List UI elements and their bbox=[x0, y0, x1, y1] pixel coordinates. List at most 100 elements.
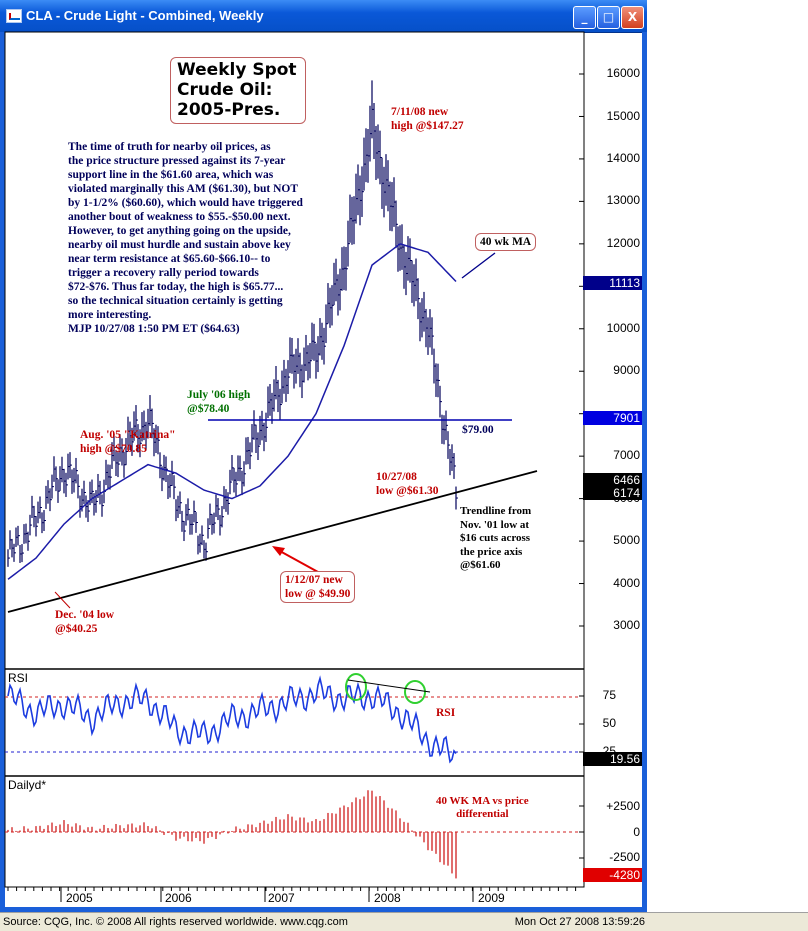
ma-arrow bbox=[461, 252, 496, 279]
price-axis-label: 3000 bbox=[613, 618, 640, 632]
window-frame-right bbox=[642, 32, 647, 912]
trendline-line: the price axis bbox=[460, 545, 523, 558]
low04-annotation: Dec. '04 low @$40.25 bbox=[55, 608, 114, 636]
differential-panel-title: Dailyd* bbox=[8, 778, 47, 792]
price-axis-label: 5000 bbox=[613, 533, 640, 547]
low07-arrow bbox=[277, 549, 319, 573]
recent-low-annotation: 10/27/08 low @$61.30 bbox=[376, 470, 438, 498]
peak-annotation: 7/11/08 new high @$147.27 bbox=[391, 105, 464, 133]
commentary-line: nearby oil must hurdle and sustain above… bbox=[68, 239, 291, 251]
commentary-line: support line in the $61.60 area, which w… bbox=[68, 169, 274, 181]
price-chart[interactable] bbox=[0, 0, 808, 912]
x-axis-label: 2009 bbox=[478, 891, 505, 905]
commentary-text: The time of truth for nearby oil prices,… bbox=[68, 140, 388, 336]
katrina-annotation: Aug. '05 "Katrina" high @$70.85 bbox=[80, 428, 176, 456]
rsi-divergence-circle bbox=[404, 680, 426, 704]
close-button[interactable]: X bbox=[621, 6, 644, 29]
low07-line: low @ $49.90 bbox=[285, 588, 351, 600]
low07-callout: 1/12/07 new low @ $49.90 bbox=[280, 571, 356, 603]
price-axis-label: 15000 bbox=[606, 109, 640, 123]
commentary-line: The time of truth for nearby oil prices,… bbox=[68, 141, 271, 153]
diff-axis-label: +2500 bbox=[606, 799, 640, 813]
commentary-line: trigger a recovery rally period towards bbox=[68, 267, 259, 279]
title-bar: CLA - Crude Light - Combined, Weekly _ □… bbox=[0, 0, 647, 33]
chart-title-line-2: Crude Oil: bbox=[177, 80, 273, 100]
trendline-line: Nov. '01 low at bbox=[460, 518, 530, 531]
resistance-value-flag: 7901 bbox=[583, 411, 642, 425]
rsi-axis-label: 50 bbox=[602, 716, 616, 730]
commentary-line: violated marginally this AM ($61.30), bu… bbox=[68, 183, 299, 195]
chart-title-line-3: 2005-Pres. bbox=[177, 100, 281, 120]
low04-line: @$40.25 bbox=[55, 623, 98, 635]
commentary-line: However, to get anything going on the up… bbox=[68, 225, 291, 237]
chart-title-line-1: Weekly Spot bbox=[177, 60, 297, 80]
july06-line: @$78.40 bbox=[187, 403, 230, 415]
ma-callout: 40 wk MA bbox=[475, 233, 537, 251]
recent-low-line: 10/27/08 bbox=[376, 471, 417, 483]
trendline-line: Trendline from bbox=[460, 505, 532, 517]
diff-label-line: differential bbox=[456, 808, 509, 820]
close-value-flag: 6466 bbox=[583, 473, 642, 487]
peak-annotation-line: high @$147.27 bbox=[391, 120, 464, 132]
rsi-line bbox=[7, 675, 457, 764]
window-frame-bottom bbox=[0, 907, 647, 912]
low-value-flag: 6174 bbox=[583, 486, 642, 500]
ma-line bbox=[7, 242, 457, 580]
x-axis-label: 2005 bbox=[66, 891, 93, 905]
trendline-line: $16 cuts across bbox=[460, 532, 531, 544]
commentary-line: by 1-1/2% ($60.60), which would have tri… bbox=[68, 197, 303, 209]
window-title: CLA - Crude Light - Combined, Weekly bbox=[26, 8, 264, 23]
window-frame-left bbox=[0, 32, 5, 912]
rsi-divergence-circle bbox=[345, 673, 367, 701]
commentary-line: so the technical situation certainly is … bbox=[68, 295, 283, 307]
rsi-annotation: RSI bbox=[436, 707, 456, 719]
low04-pointer bbox=[54, 591, 71, 609]
commentary-line: more interesting. bbox=[68, 309, 152, 321]
x-axis-label: 2006 bbox=[165, 891, 192, 905]
differential-annotation: 40 WK MA vs price differential bbox=[436, 795, 529, 821]
price-axis-label: 16000 bbox=[606, 66, 640, 80]
trendline-annotation: Trendline from Nov. '01 low at $16 cuts … bbox=[460, 505, 531, 573]
x-axis-label: 2007 bbox=[268, 891, 295, 905]
rsi-divergence-line bbox=[347, 679, 431, 693]
ma-value-flag: 11113 bbox=[583, 276, 642, 290]
diff-axis-label: 0 bbox=[633, 825, 640, 839]
price-axis-label: 14000 bbox=[606, 151, 640, 165]
low07-line: 1/12/07 new bbox=[285, 574, 343, 586]
commentary-line: the price structure pressed against its … bbox=[68, 155, 286, 167]
chart-app-icon bbox=[6, 9, 22, 23]
july06-line: July '06 high bbox=[187, 389, 251, 401]
chart-title-box: Weekly Spot Crude Oil: 2005-Pres. bbox=[170, 57, 306, 124]
commentary-line: MJP 10/27/08 1:50 PM ET ($64.63) bbox=[68, 323, 240, 335]
differential-bars bbox=[7, 790, 457, 879]
status-bar: Source: CQG, Inc. © 2008 All rights rese… bbox=[0, 912, 808, 931]
trendline-line: @$61.60 bbox=[460, 559, 501, 571]
price-bars bbox=[7, 80, 458, 567]
price-axis-label: 12000 bbox=[606, 236, 640, 250]
diff-label-line: 40 WK MA vs price bbox=[436, 795, 529, 807]
price-axis-label: 10000 bbox=[606, 321, 640, 335]
katrina-line: Aug. '05 "Katrina" bbox=[80, 429, 176, 441]
status-timestamp: Mon Oct 27 2008 13:59:26 bbox=[514, 916, 645, 928]
maximize-button[interactable]: □ bbox=[597, 6, 620, 29]
price-axis-label: 7000 bbox=[613, 448, 640, 462]
commentary-line: $72-$76. Thus far today, the high is $65… bbox=[68, 281, 284, 293]
low04-line: Dec. '04 low bbox=[55, 609, 115, 621]
low07-arrowhead bbox=[272, 546, 285, 556]
rsi-panel-title: RSI bbox=[8, 671, 29, 685]
diff-axis-label: -2500 bbox=[609, 850, 640, 864]
price-axis-label: 9000 bbox=[613, 363, 640, 377]
peak-annotation-line: 7/11/08 new bbox=[391, 106, 449, 118]
chart-overlays bbox=[5, 73, 584, 902]
price-axis-label: 4000 bbox=[613, 576, 640, 590]
rsi-axis-label: 75 bbox=[602, 688, 616, 702]
commentary-line: near term resistance at $65.60-$66.10-- … bbox=[68, 253, 271, 265]
price-axis-label: 13000 bbox=[606, 193, 640, 207]
commentary-line: another bout of weakness to $55.-$50.00 … bbox=[68, 211, 291, 223]
diff-value-flag: -4280 bbox=[583, 868, 642, 882]
katrina-line: high @$70.85 bbox=[80, 443, 147, 455]
source-credit: Source: CQG, Inc. © 2008 All rights rese… bbox=[3, 916, 348, 928]
x-axis-label: 2008 bbox=[374, 891, 401, 905]
minimize-button[interactable]: _ bbox=[573, 6, 596, 29]
july06-annotation: July '06 high @$78.40 bbox=[187, 388, 250, 416]
